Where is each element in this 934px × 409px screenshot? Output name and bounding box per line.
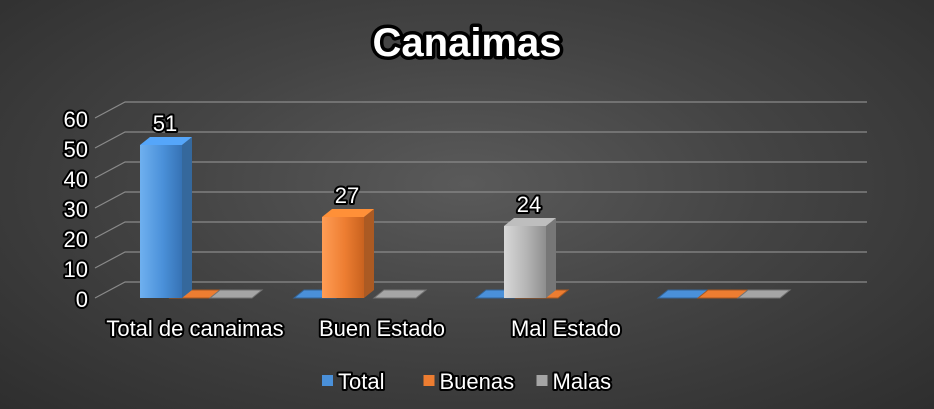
legend-swatch [536, 375, 548, 386]
data-labels: 51 27 24 [151, 109, 543, 219]
y-tick-label: 60 [64, 107, 88, 132]
legend-item-malas: Malas [536, 367, 613, 396]
bar-malas [504, 218, 556, 298]
bar-buenas [322, 209, 374, 298]
chart-title: Canaimas [373, 21, 562, 65]
legend-swatch [423, 375, 435, 386]
legend-swatch [322, 375, 333, 386]
x-tick-label: Total de canaimas [106, 316, 283, 341]
gridline [94, 191, 867, 209]
bars [140, 137, 556, 298]
y-tick-label: 50 [64, 137, 88, 162]
legend-item-buenas: Buenas [423, 367, 516, 396]
gridline [94, 221, 867, 239]
bar-floor-malas [372, 289, 428, 299]
bar-floor-malas [208, 289, 264, 299]
legend: Total Buenas Malas [322, 367, 613, 396]
bar-total [140, 137, 192, 298]
legend-label: Total [338, 369, 384, 394]
legend-item-total: Total [322, 367, 386, 396]
x-axis-labels: Total de canaimas Buen Estado Mal Estado [104, 314, 623, 343]
legend-label: Malas [553, 369, 612, 394]
y-axis-ticks: 0 10 20 30 40 50 60 [62, 105, 90, 314]
gridline [94, 101, 867, 119]
y-tick-label: 0 [76, 287, 88, 312]
gridlines [94, 101, 867, 299]
bar-floors [168, 289, 792, 299]
y-tick-label: 40 [64, 167, 88, 192]
x-tick-label: Buen Estado [319, 316, 445, 341]
x-tick-label: Mal Estado [511, 316, 621, 341]
data-label: 27 [335, 183, 359, 208]
gridline [94, 251, 867, 269]
legend-label: Buenas [440, 369, 515, 394]
gridline [94, 161, 867, 179]
data-label: 51 [153, 111, 177, 136]
y-tick-label: 20 [64, 227, 88, 252]
gridline [94, 131, 867, 149]
bar-floor-malas [736, 289, 792, 299]
y-tick-label: 10 [64, 257, 88, 282]
y-tick-label: 30 [64, 197, 88, 222]
data-label: 24 [517, 192, 541, 217]
gridline [94, 281, 867, 299]
